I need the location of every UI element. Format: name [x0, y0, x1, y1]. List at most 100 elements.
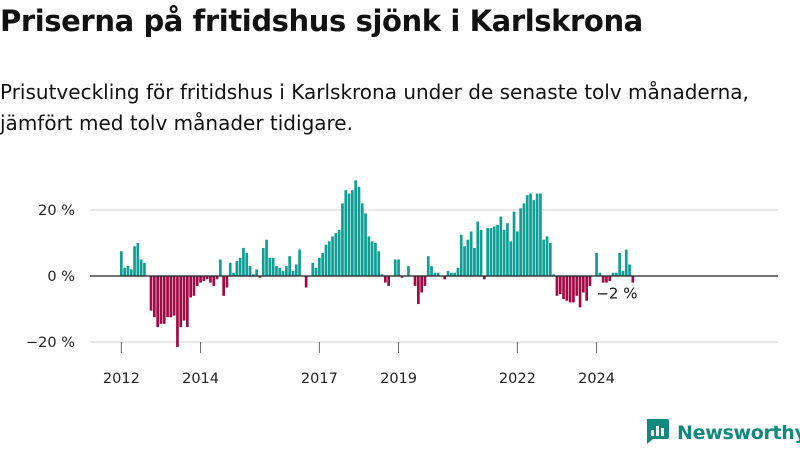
bar [519, 208, 522, 276]
bar [209, 276, 212, 283]
bar [443, 276, 447, 280]
bar [407, 266, 410, 276]
bar [492, 226, 496, 276]
bar [545, 236, 549, 276]
bar [601, 276, 605, 283]
brand-name: Newsworthy [677, 422, 800, 444]
bar [446, 271, 450, 276]
y-tick-label: 20 % [38, 203, 75, 219]
grid-lines [90, 209, 778, 343]
bar [199, 276, 202, 283]
bar [176, 276, 179, 347]
bar [331, 236, 334, 276]
bar [562, 276, 565, 300]
bar [245, 252, 249, 276]
bar [298, 249, 301, 276]
bar [502, 229, 506, 276]
bar [143, 262, 146, 276]
bar [166, 276, 169, 318]
bar [489, 228, 493, 276]
bar [430, 266, 433, 276]
bar [582, 276, 585, 293]
bar [321, 252, 324, 276]
bar [499, 216, 503, 276]
bar [189, 276, 192, 298]
bar [624, 249, 628, 276]
bar [615, 272, 618, 276]
bar [506, 223, 509, 276]
bar [225, 276, 229, 288]
bar-chart: −20 % 0 % 20 % 2012 2014 2017 2019 2022 2024 −2… [26, 180, 778, 387]
bar [426, 256, 430, 276]
bar [334, 233, 338, 276]
bar [311, 262, 315, 276]
bar [585, 276, 588, 301]
bar [126, 266, 130, 276]
bar [318, 257, 321, 276]
bar [380, 274, 384, 276]
bar [205, 276, 209, 280]
bar [628, 264, 631, 276]
bar [558, 276, 562, 295]
newsworthy-logo[interactable]: Newsworthy [644, 419, 800, 447]
bar [275, 266, 278, 276]
newsworthy-logo-icon [644, 418, 670, 448]
y-tick-label: 0 % [47, 269, 75, 285]
bar [162, 276, 166, 324]
bar [555, 276, 559, 296]
bar [532, 200, 536, 276]
bar [228, 262, 232, 276]
bar [483, 276, 486, 280]
bar [605, 276, 608, 283]
bar [242, 247, 245, 276]
bar [139, 259, 143, 276]
bar [618, 252, 621, 276]
bar [252, 274, 255, 276]
bar [469, 231, 473, 276]
bar [327, 241, 331, 276]
chart-title: Priserna på fritidshus sjönk i Karlskron… [0, 4, 643, 38]
bar [509, 241, 513, 276]
x-tick-label: 2012 [103, 371, 140, 387]
bar [476, 221, 480, 276]
bar [294, 264, 298, 276]
bar [459, 234, 463, 276]
bar [413, 276, 417, 286]
bar [549, 243, 552, 276]
bar [466, 239, 470, 276]
bar [578, 276, 582, 308]
bar [179, 276, 183, 328]
bar [281, 271, 285, 276]
bar [486, 228, 489, 276]
bar [265, 239, 268, 276]
bar [136, 243, 140, 276]
bar [354, 180, 357, 276]
bar [186, 276, 189, 328]
bar [397, 259, 400, 276]
bar [565, 276, 569, 301]
last-value-annotation: −2 % [596, 285, 637, 303]
bar [248, 266, 252, 276]
bar [288, 256, 291, 276]
bar [120, 251, 123, 276]
bar [123, 267, 126, 276]
bar [516, 231, 519, 276]
bar [337, 229, 341, 276]
chart-subtitle: Prisutveckling för fritidshus i Karlskro… [0, 80, 749, 135]
bar [357, 186, 361, 276]
bar [202, 276, 206, 281]
bar [370, 241, 374, 276]
bar [479, 229, 483, 276]
bar [529, 193, 532, 276]
bar [542, 239, 546, 276]
x-tick-label: 2024 [578, 371, 615, 387]
y-axis-ticks: −20 % 0 % 20 % [26, 203, 75, 351]
bar [450, 272, 453, 276]
bar [341, 203, 344, 276]
bar [324, 244, 328, 276]
bar [235, 261, 239, 276]
bar [182, 276, 186, 321]
bar [575, 276, 579, 296]
bar [291, 271, 295, 276]
bar [456, 267, 460, 276]
